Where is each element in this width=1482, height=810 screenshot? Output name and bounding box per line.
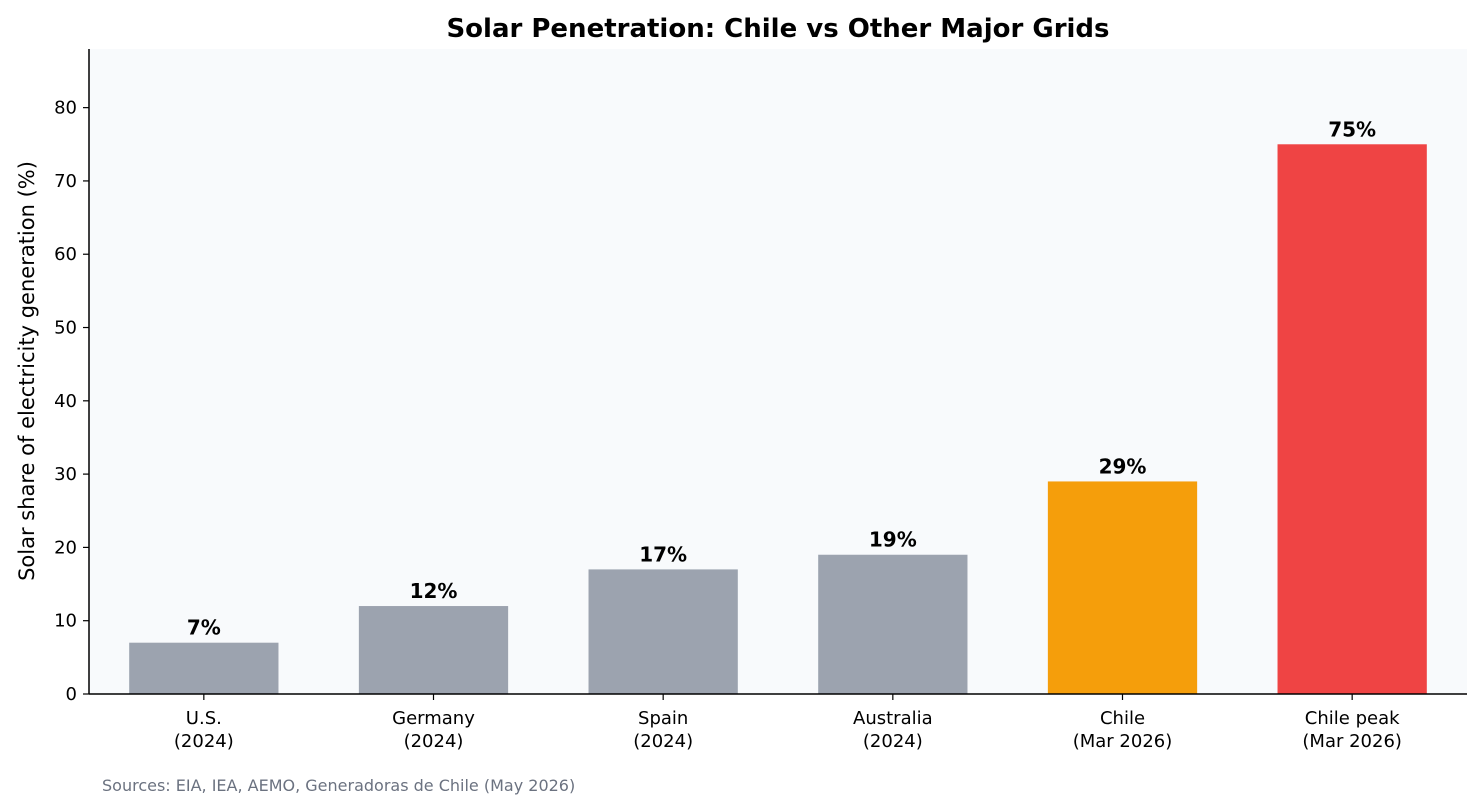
x-tick-label-5-line-1: (Mar 2026) bbox=[1302, 731, 1402, 752]
x-tick-label-5: Chile peak (Mar 2026) bbox=[1302, 708, 1402, 752]
x-tick-label-1-line-0: Germany bbox=[392, 708, 475, 729]
y-tick-label-6: 60 bbox=[54, 244, 77, 265]
bar-value-label-2: 17% bbox=[639, 542, 687, 566]
y-tick-label-4: 40 bbox=[54, 391, 77, 412]
bar-3 bbox=[818, 554, 968, 694]
x-tick-label-5-line-0: Chile peak bbox=[1305, 708, 1400, 729]
x-tick-label-3-line-1: (2024) bbox=[863, 731, 923, 752]
x-tick-label-0-line-1: (2024) bbox=[174, 731, 234, 752]
bars-layer bbox=[129, 144, 1427, 695]
bar-value-label-0: 7% bbox=[187, 616, 221, 640]
bar-5 bbox=[1277, 144, 1427, 695]
x-tick-label-1-line-1: (2024) bbox=[404, 731, 464, 752]
bar-1 bbox=[358, 606, 509, 694]
x-tick-label-4-line-1: (Mar 2026) bbox=[1073, 731, 1173, 752]
y-tick-label-2: 20 bbox=[54, 537, 77, 558]
x-tick-label-0-line-0: U.S. bbox=[186, 708, 222, 729]
y-tick-label-5: 50 bbox=[54, 318, 77, 339]
value-labels-layer: 7% 12% 17% 19% 29% 75% bbox=[187, 117, 1376, 639]
y-tick-label-8: 80 bbox=[54, 98, 77, 119]
bar-0 bbox=[129, 642, 279, 694]
x-tick-label-1: Germany (2024) bbox=[392, 708, 475, 752]
y-tick-label-3: 30 bbox=[54, 464, 77, 485]
x-tick-label-3-line-0: Australia bbox=[853, 708, 933, 729]
bar-4 bbox=[1047, 481, 1198, 694]
bar-value-label-1: 12% bbox=[410, 579, 458, 603]
bar-value-label-4: 29% bbox=[1099, 454, 1147, 478]
x-tick-label-4: Chile (Mar 2026) bbox=[1073, 708, 1173, 752]
bar-value-label-3: 19% bbox=[869, 528, 917, 552]
y-axis-label: Solar share of electricity generation (%… bbox=[15, 161, 39, 581]
chart-title: Solar Penetration: Chile vs Other Major … bbox=[446, 14, 1109, 44]
y-tick-label-0: 0 bbox=[66, 684, 77, 705]
x-tick-label-3: Australia (2024) bbox=[853, 708, 933, 752]
x-tick-label-2-line-0: Spain bbox=[638, 708, 688, 729]
bar-value-label-5: 75% bbox=[1328, 117, 1376, 141]
plot-area bbox=[89, 49, 1467, 694]
x-tick-label-2-line-1: (2024) bbox=[633, 731, 693, 752]
y-tick-label-7: 70 bbox=[54, 171, 77, 192]
y-ticks-layer: 0 10 20 30 40 50 60 70 80 bbox=[54, 98, 89, 705]
x-ticks-layer: U.S. (2024)Germany (2024)Spain (2024)Austra… bbox=[174, 694, 1402, 752]
source-note: Sources: EIA, IEA, AEMO, Generadoras de … bbox=[102, 776, 575, 795]
x-tick-label-4-line-0: Chile bbox=[1100, 708, 1145, 729]
bar-2 bbox=[588, 569, 738, 694]
x-tick-label-2: Spain (2024) bbox=[633, 708, 693, 752]
y-tick-label-1: 10 bbox=[54, 611, 77, 632]
x-tick-label-0: U.S. (2024) bbox=[174, 708, 234, 752]
